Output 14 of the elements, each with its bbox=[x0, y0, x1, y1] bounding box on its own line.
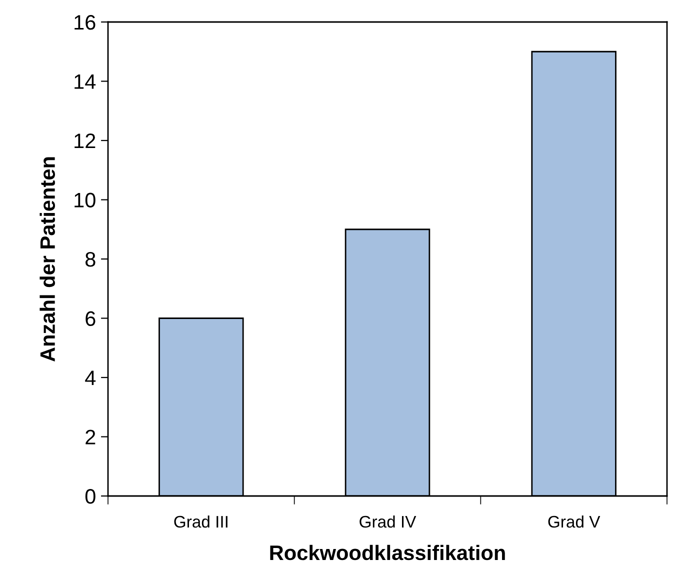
y-tick-label: 8 bbox=[86, 252, 96, 267]
x-axis-title: Rockwoodklassifikation bbox=[270, 544, 505, 560]
x-tick-label: Grad III bbox=[174, 515, 228, 528]
y-tick-label: 10 bbox=[74, 192, 96, 208]
y-tick-label: 4 bbox=[85, 370, 96, 386]
y-tick-label: 16 bbox=[74, 15, 96, 30]
y-tick-label: 2 bbox=[86, 430, 96, 444]
y-axis-title: Anzahl der Patienten bbox=[40, 157, 56, 362]
x-tick-label: Grad V bbox=[548, 515, 600, 528]
y-tick-label: 14 bbox=[74, 74, 96, 89]
x-tick-label: Grad IV bbox=[360, 515, 416, 528]
y-tick-label: 6 bbox=[86, 311, 96, 326]
y-tick-label: 12 bbox=[74, 134, 96, 148]
y-tick-label: 0 bbox=[85, 489, 96, 504]
